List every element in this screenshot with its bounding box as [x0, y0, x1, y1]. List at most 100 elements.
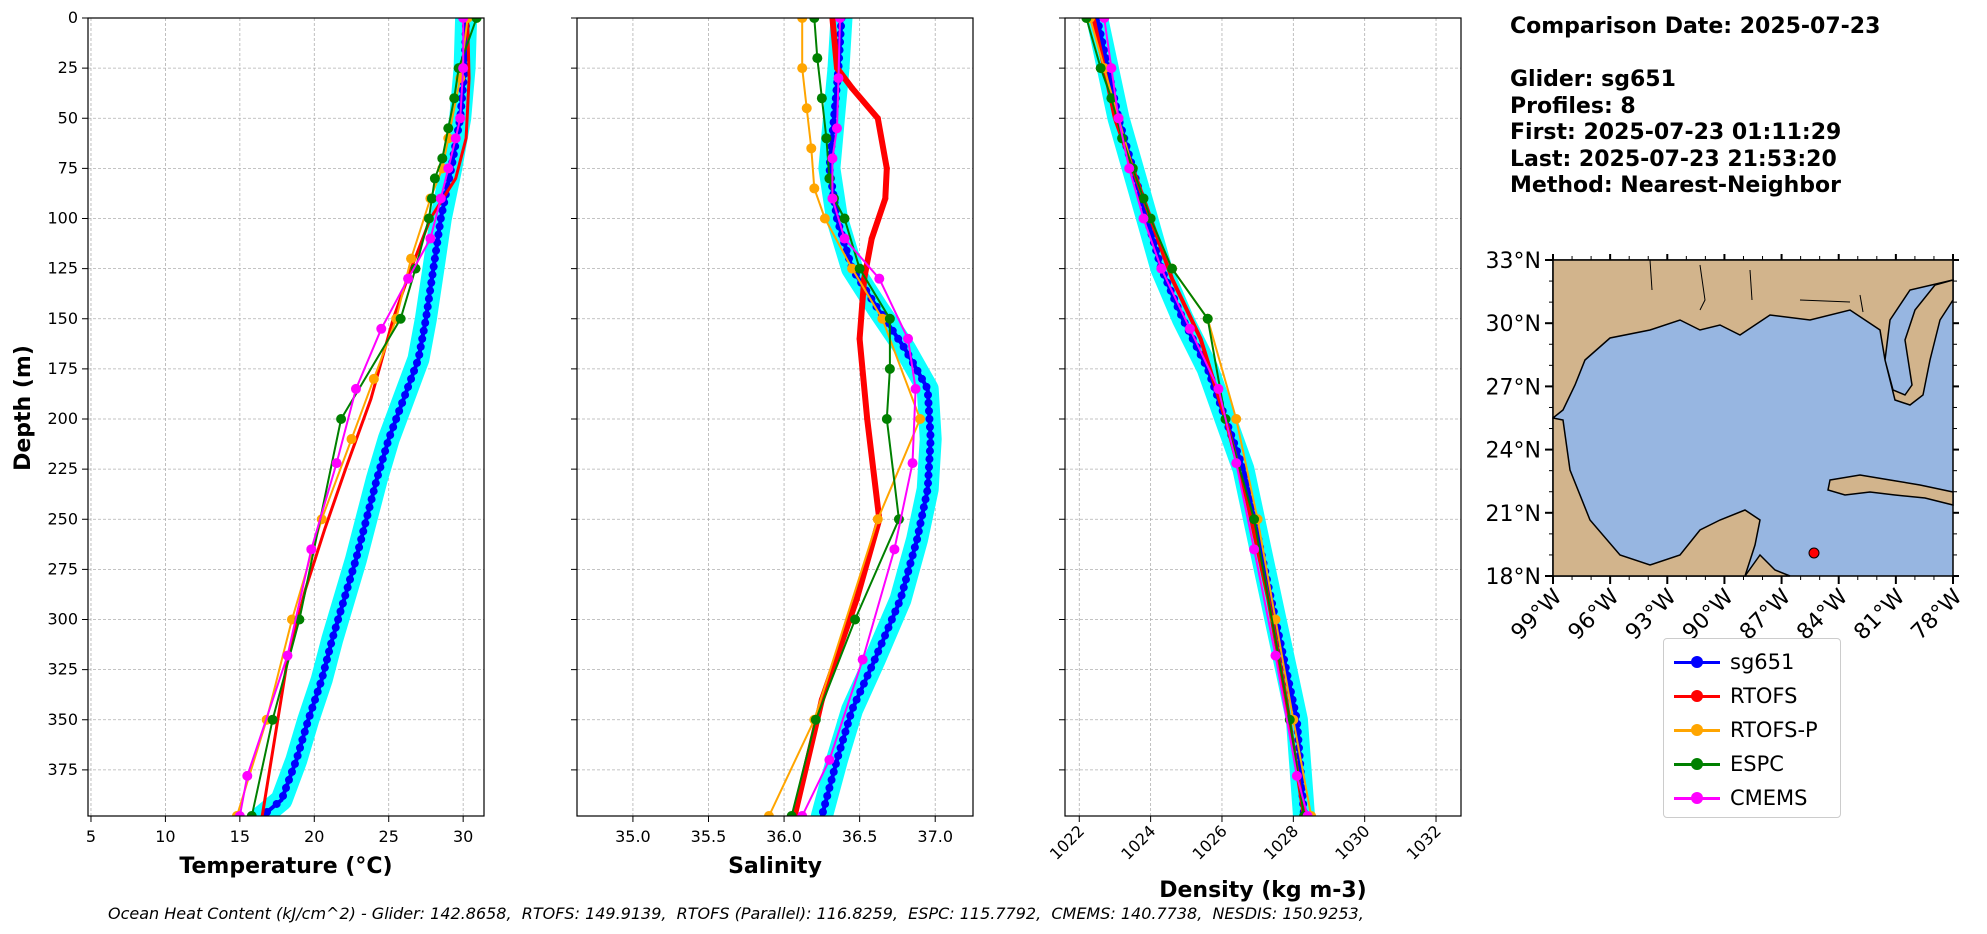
point-cmems: [839, 233, 850, 244]
point-cmems: [458, 18, 469, 23]
point-sg651: [839, 735, 848, 744]
legend-swatch: [1674, 723, 1720, 736]
point-sg651: [429, 262, 438, 271]
lat-label: 30°N: [1486, 312, 1541, 337]
point-cmems: [1213, 383, 1224, 394]
point-espc: [426, 193, 437, 204]
point-espc: [786, 811, 797, 816]
point-sg651: [343, 583, 352, 592]
point-sg651: [287, 767, 296, 776]
plot-frame: [1064, 17, 1462, 817]
point-sg651: [386, 431, 395, 440]
point-sg651: [329, 631, 338, 640]
point-cmems: [455, 113, 466, 124]
point-sg651: [311, 695, 320, 704]
point-sg651: [338, 599, 347, 608]
point-sg651: [436, 214, 445, 223]
point-sg651: [906, 559, 915, 568]
point-sg651: [832, 86, 841, 95]
point-rtofs-p: [915, 414, 926, 425]
point-espc: [884, 313, 895, 324]
point-sg651: [318, 671, 327, 680]
point-cmems: [1249, 544, 1260, 555]
point-sg651: [365, 503, 374, 512]
point-cmems: [282, 650, 293, 661]
point-sg651: [894, 599, 903, 608]
point-sg651: [416, 342, 425, 351]
point-cmems: [443, 163, 454, 174]
point-sg651: [887, 615, 896, 624]
last-time: Last: 2025-07-23 21:53:20: [1510, 146, 1837, 172]
point-sg651: [418, 334, 427, 343]
point-sg651: [852, 695, 861, 704]
point-sg651: [924, 398, 933, 407]
x-tick-label: 35.0: [615, 827, 651, 846]
point-cmems: [903, 333, 914, 344]
point-cmems: [797, 811, 808, 816]
point-cmems: [450, 133, 461, 144]
x-tick-label: 25: [379, 827, 399, 846]
glider-name: Glider: sg651: [1510, 67, 1676, 92]
y-tick-label: 50: [58, 108, 78, 127]
point-sg651: [389, 423, 398, 432]
point-cmems: [889, 544, 900, 555]
point-rtofs-p: [763, 811, 774, 816]
lat-label: 24°N: [1486, 439, 1541, 464]
series-line-cmems: [801, 18, 917, 816]
point-sg651: [834, 751, 843, 760]
y-tick-label: 325: [47, 660, 78, 679]
legend-swatch: [1674, 757, 1720, 770]
point-rtofs-p: [797, 63, 808, 74]
x-tick-label: 1028: [1260, 821, 1302, 863]
point-sg651: [914, 527, 923, 536]
y-tick-label: 75: [58, 158, 78, 177]
point-espc: [812, 53, 823, 64]
point-sg651: [336, 607, 345, 616]
point-sg651: [434, 230, 443, 239]
point-espc: [1081, 18, 1092, 23]
point-sg651: [320, 663, 329, 672]
point-sg651: [421, 318, 430, 327]
lon-label: 96°W: [1564, 584, 1625, 645]
point-sg651: [919, 503, 928, 512]
x-tick-label: 15: [230, 827, 250, 846]
x-tick-label: 1032: [1403, 821, 1445, 863]
point-sg651: [355, 543, 364, 552]
x-axis-label: Density (kg m-3): [1159, 878, 1367, 903]
point-sg651: [432, 246, 441, 255]
point-sg651: [881, 631, 890, 640]
point-cmems: [1302, 811, 1313, 816]
series-line-rtofs: [260, 18, 471, 816]
lon-label: 93°W: [1621, 584, 1682, 645]
point-sg651: [874, 647, 883, 656]
legend-swatch: [1674, 689, 1720, 702]
point-espc: [1249, 514, 1260, 525]
lon-label: 99°W: [1507, 584, 1568, 645]
point-sg651: [295, 743, 304, 752]
lat-label: 18°N: [1486, 565, 1541, 590]
point-sg651: [284, 775, 293, 784]
point-cmems: [824, 754, 835, 765]
point-sg651: [426, 286, 435, 295]
point-sg651: [331, 623, 340, 632]
point-sg651: [303, 719, 312, 728]
y-tick-label: 0: [68, 8, 78, 27]
point-espc: [443, 123, 454, 134]
point-rtofs: [864, 416, 871, 423]
y-axis-label: Depth (m): [11, 345, 36, 471]
point-sg651: [924, 390, 933, 399]
point-rtofs-p: [877, 313, 888, 324]
point-espc: [437, 153, 448, 164]
point-sg651: [925, 447, 934, 456]
point-espc: [850, 614, 861, 625]
point-sg651: [353, 551, 362, 560]
point-cmems: [834, 18, 845, 23]
point-espc: [1167, 263, 1178, 274]
series-group: [231, 18, 482, 816]
point-sg651: [359, 527, 368, 536]
point-rtofs-p: [797, 18, 808, 23]
x-tick-label: 1024: [1117, 821, 1159, 863]
point-sg651: [282, 783, 290, 792]
point-cmems: [234, 811, 245, 816]
series-line-cmems: [238, 18, 465, 816]
